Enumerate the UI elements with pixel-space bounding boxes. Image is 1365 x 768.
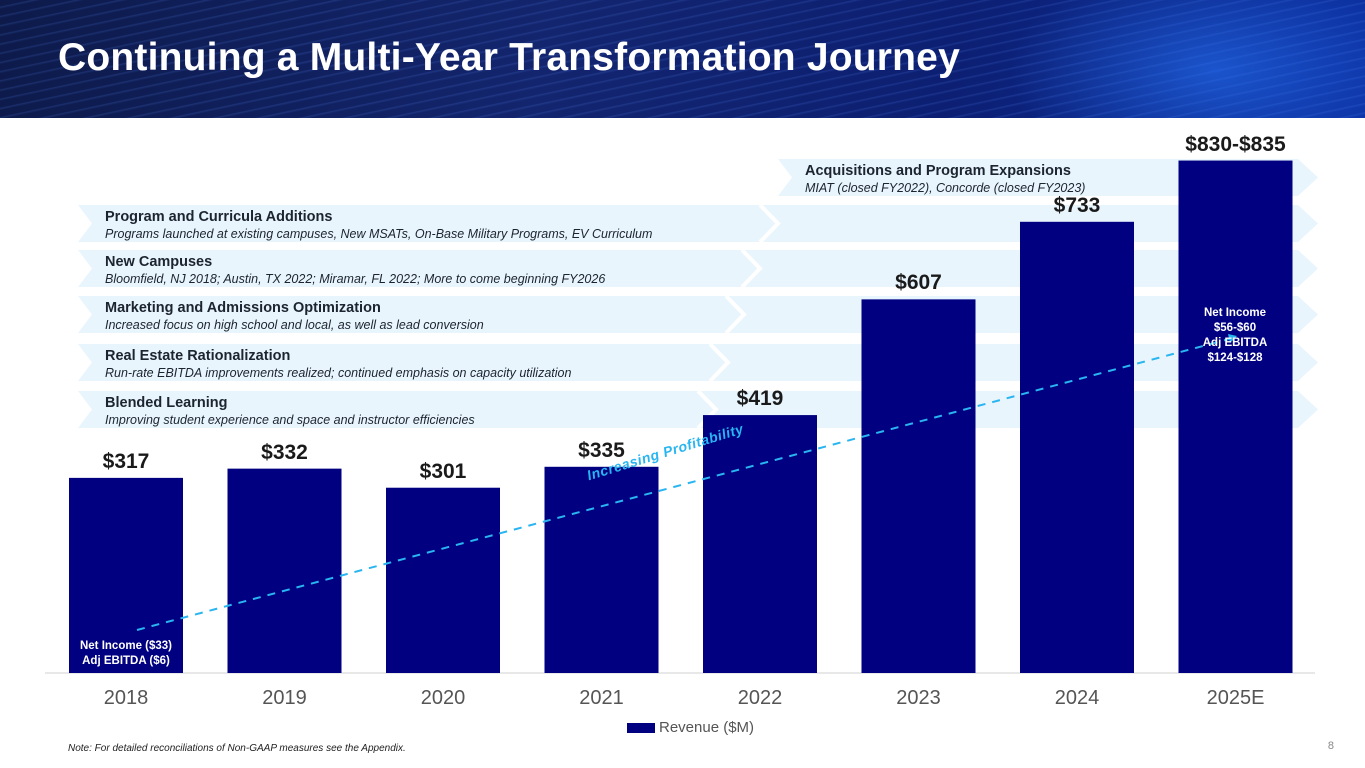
- data-label-2022: $419: [736, 387, 784, 411]
- banner-text: Real Estate Rationalization Run-rate EBI…: [105, 348, 571, 382]
- title-banner: Continuing a Multi-Year Transformation J…: [0, 0, 1365, 118]
- x-tick-2025E: 2025E: [1206, 687, 1265, 709]
- bar-2022: [703, 415, 817, 673]
- banner-subtitle: Run-rate EBITDA improvements realized; c…: [105, 366, 572, 380]
- bar-2021: [544, 466, 659, 673]
- x-tick-2023: 2023: [896, 687, 941, 709]
- banner-arrow-shape: [78, 205, 1318, 242]
- banner-title: Marketing and Admissions Optimization: [105, 300, 381, 316]
- page-number: 8: [1327, 740, 1334, 752]
- data-label-2019: $332: [261, 440, 308, 464]
- banner-arrow-shape: [78, 250, 1318, 287]
- banner-text: Blended Learning Improving student exper…: [105, 395, 475, 429]
- banner-title: Blended Learning: [105, 395, 228, 411]
- annotation-2025-adj-ebitda-value: $124-$128: [1207, 352, 1263, 364]
- banner-program-curricula: Program and Curricula Additions Programs…: [78, 205, 1318, 242]
- banner-subtitle: MIAT (closed FY2022), Concorde (closed F…: [805, 181, 1086, 195]
- bar-2024: [1020, 221, 1134, 673]
- annotation-2018: Net Income ($33) Adj EBITDA ($6): [80, 639, 172, 669]
- x-tick-2022: 2022: [737, 687, 783, 709]
- banner-title: Program and Curricula Additions: [105, 209, 333, 225]
- banner-blended-learning: Blended Learning Improving student exper…: [78, 391, 1318, 428]
- banner-text: Acquisitions and Program Expansions MIAT…: [805, 163, 1085, 197]
- chart-legend: Revenue ($M): [627, 719, 754, 736]
- legend-label: Revenue ($M): [659, 719, 755, 736]
- data-label-2024: $733: [1053, 193, 1101, 217]
- banner-subtitle: Bloomfield, NJ 2018; Austin, TX 2022; Mi…: [105, 272, 606, 286]
- data-label-2018: $317: [102, 449, 150, 473]
- banner-text: Marketing and Admissions Optimization In…: [105, 300, 484, 334]
- bar-2020: [386, 487, 500, 673]
- x-tick-2018: 2018: [103, 687, 149, 709]
- banner-text: Program and Curricula Additions Programs…: [105, 209, 652, 243]
- header-glow: [1005, 0, 1365, 118]
- banner-subtitle: Increased focus on high school and local…: [105, 318, 484, 332]
- banner-subtitle: Programs launched at existing campuses, …: [105, 227, 653, 241]
- footnote: Note: For detailed reconciliations of No…: [68, 743, 406, 754]
- data-label-2020: $301: [419, 459, 467, 483]
- bar-2019: [227, 468, 342, 673]
- banner-title: Real Estate Rationalization: [105, 348, 291, 364]
- annotation-2018-adj-ebitda: Adj EBITDA ($6): [82, 655, 170, 667]
- x-tick-2021: 2021: [579, 687, 624, 709]
- annotation-2025-net-income-value: $56-$60: [1213, 322, 1257, 334]
- banner-subtitle: Improving student experience and space a…: [105, 413, 475, 427]
- banner-title: New Campuses: [105, 254, 213, 270]
- banner-real-estate: Real Estate Rationalization Run-rate EBI…: [78, 344, 1318, 381]
- annotation-2018-net-income: Net Income ($33): [79, 640, 173, 652]
- annotation-2025-net-income-label: Net Income: [1204, 307, 1266, 319]
- x-tick-2020: 2020: [420, 687, 466, 709]
- banner-marketing: Marketing and Admissions Optimization In…: [78, 296, 1318, 333]
- x-tick-2024: 2024: [1054, 687, 1100, 709]
- banner-arrow-shape: [78, 296, 1318, 333]
- data-label-2021: $335: [578, 438, 625, 462]
- annotation-2025-adj-ebitda-label: Adj EBITDA: [1202, 337, 1268, 349]
- x-tick-2019: 2019: [262, 687, 307, 709]
- banner-text: New Campuses Bloomfield, NJ 2018; Austin…: [105, 254, 605, 288]
- banner-acquisitions: Acquisitions and Program Expansions MIAT…: [778, 159, 1318, 196]
- banner-new-campuses: New Campuses Bloomfield, NJ 2018; Austin…: [78, 250, 1318, 287]
- banner-title: Acquisitions and Program Expansions: [805, 163, 1071, 179]
- annotation-2025: Net Income $56-$60 Adj EBITDA $124-$128: [1203, 306, 1268, 366]
- data-label-2023: $607: [895, 271, 942, 295]
- page-title: Continuing a Multi-Year Transformation J…: [58, 36, 960, 79]
- data-label-2025E: $830-$835: [1185, 132, 1286, 156]
- legend-swatch: [627, 722, 655, 733]
